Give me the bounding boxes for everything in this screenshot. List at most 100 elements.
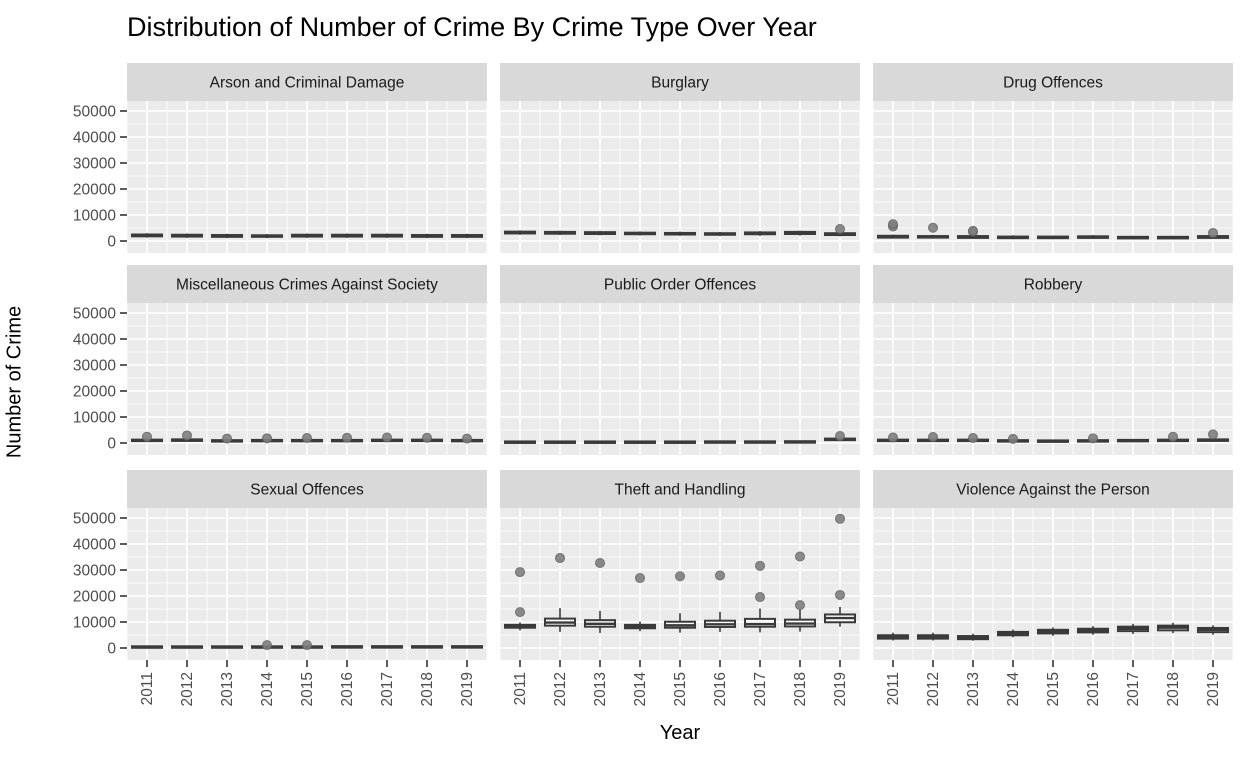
x-tick-label: 2015 <box>1045 672 1062 706</box>
outlier-point <box>1208 429 1218 440</box>
outlier-point <box>888 219 898 230</box>
boxplot <box>251 433 283 444</box>
y-tick-label: 30000 <box>73 156 116 173</box>
y-tick-label: 50000 <box>73 511 116 528</box>
facet-strip-label: Theft and Handling <box>615 482 746 499</box>
boxplot <box>131 645 163 649</box>
facet: Miscellaneous Crimes Against Society 0 100… <box>73 265 488 455</box>
boxplot <box>1077 235 1109 239</box>
facet-strip <box>127 265 487 303</box>
y-tick-label: 30000 <box>73 563 116 580</box>
boxplot <box>1077 433 1109 444</box>
boxplot <box>171 233 203 238</box>
y-tick-label: 50000 <box>73 306 116 323</box>
boxplot <box>544 440 576 444</box>
outlier-point <box>302 433 312 444</box>
facet-strip-label: Arson and Criminal Damage <box>210 75 405 92</box>
outlier-point <box>262 433 272 444</box>
y-tick-label: 40000 <box>73 332 116 349</box>
boxplot <box>784 551 816 632</box>
x-tick-label: 2011 <box>512 672 529 705</box>
x-axis-title: Year <box>659 722 701 744</box>
boxplot <box>211 645 243 649</box>
facet-strip <box>500 470 860 508</box>
boxplot <box>624 440 656 444</box>
x-tick-label: 2014 <box>632 672 649 707</box>
outlier-point <box>795 600 805 611</box>
x-tick-label: 2012 <box>552 672 569 706</box>
boxplot <box>1077 626 1109 635</box>
boxplot <box>1197 625 1229 635</box>
outlier-point <box>1168 431 1178 442</box>
y-tick-label: 30000 <box>73 358 116 375</box>
facet-strip <box>873 63 1233 101</box>
outlier-point <box>968 225 978 236</box>
x-tick-label: 2011 <box>885 672 902 705</box>
y-tick-label: 40000 <box>73 130 116 147</box>
boxplot <box>544 230 576 236</box>
boxplot <box>784 230 816 236</box>
boxplot <box>1157 622 1189 634</box>
y-tick-label: 10000 <box>73 208 116 225</box>
boxplot <box>504 440 536 444</box>
x-tick-label: 2016 <box>339 672 356 706</box>
boxplot <box>957 225 989 239</box>
facet-strip <box>873 265 1233 303</box>
y-tick-label: 20000 <box>73 384 116 401</box>
facet-strip-label: Miscellaneous Crimes Against Society <box>176 277 438 294</box>
facet: Sexual Offences 0 10000 20000 30000 40000 5000… <box>73 470 488 706</box>
facet: Drug Offences <box>872 63 1234 253</box>
outlier-point <box>515 567 525 578</box>
boxplot <box>411 432 443 443</box>
boxplot <box>877 219 909 239</box>
facet-strip <box>500 265 860 303</box>
outlier-point <box>302 640 312 651</box>
boxplot <box>744 560 776 633</box>
facet-strip <box>500 63 860 101</box>
boxplot <box>957 433 989 444</box>
boxplot <box>584 557 616 633</box>
boxplot <box>1197 227 1229 239</box>
outlier-point <box>262 640 272 651</box>
outlier-point <box>462 433 472 444</box>
y-tick-label: 40000 <box>73 537 116 554</box>
boxplot <box>371 645 403 649</box>
facet-strip-label: Drug Offences <box>1003 75 1103 92</box>
outlier-point <box>222 433 232 444</box>
outlier-point <box>382 432 392 443</box>
y-tick-label: 0 <box>107 234 116 251</box>
outlier-point <box>928 432 938 443</box>
x-tick-label: 2019 <box>1205 672 1222 706</box>
outlier-point <box>755 560 765 571</box>
boxplot <box>824 224 856 237</box>
boxplot <box>664 231 696 236</box>
boxplot <box>664 571 696 633</box>
y-tick-label: 0 <box>107 641 116 658</box>
outlier-point <box>835 513 845 524</box>
boxplot <box>584 440 616 444</box>
boxplot <box>997 235 1029 240</box>
y-tick-label: 10000 <box>73 410 116 427</box>
facet: Violence Against the Person 2011 2012 2013 2… <box>872 470 1234 706</box>
x-tick-label: 2015 <box>299 672 316 706</box>
facet-strip-label: Violence Against the Person <box>956 482 1150 499</box>
x-tick-label: 2013 <box>592 672 609 706</box>
outlier-point <box>835 224 845 235</box>
x-tick-label: 2019 <box>832 672 849 706</box>
boxplot <box>171 430 203 442</box>
outlier-point <box>1008 433 1018 444</box>
boxplot <box>131 233 163 238</box>
y-tick-label: 20000 <box>73 589 116 606</box>
boxplot <box>917 632 949 641</box>
boxplot <box>917 432 949 443</box>
boxplot <box>1157 235 1189 240</box>
boxplot <box>211 433 243 444</box>
boxplot <box>1037 439 1069 443</box>
outlier-point <box>928 222 938 233</box>
boxplot <box>371 233 403 238</box>
x-tick-label: 2018 <box>792 672 809 706</box>
outlier-point <box>142 431 152 442</box>
outlier-point <box>342 432 352 443</box>
